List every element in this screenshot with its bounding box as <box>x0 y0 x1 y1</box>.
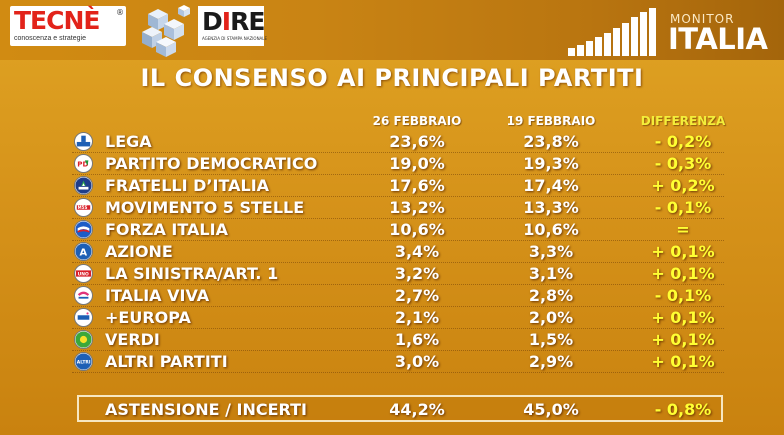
verdi-logo-icon <box>74 330 93 349</box>
italia-label: ITALIA <box>668 22 768 56</box>
value-19-febbraio: 1,5% <box>528 330 574 349</box>
dire-brand: DIRE <box>202 7 265 36</box>
altri-logo-icon: ALTRI <box>74 352 93 371</box>
pd-logo-icon: PD <box>74 154 93 173</box>
value-19-febbraio: 23,8% <box>523 132 579 151</box>
m5s-logo-text: M5S <box>78 205 88 210</box>
table-row-fratelli-ditalia: FRATELLI D’ITALIA 17,6% 17,4% + 0,2% <box>72 175 724 197</box>
value-19-febbraio: 2,0% <box>528 308 574 327</box>
party-name: +EUROPA <box>105 308 191 327</box>
dire-logo: DIRE AGENZIA DI STAMPA NAZIONALE <box>198 6 268 46</box>
value-differenza: + 0,1% <box>651 264 715 283</box>
value-differenza: + 0,1% <box>651 242 715 261</box>
value-differenza: - 0,3% <box>654 154 712 173</box>
astensione-box: ASTENSIONE / INCERTI 44,2% 45,0% - 0,8% <box>77 395 723 422</box>
value-19-febbraio: 3,1% <box>528 264 574 283</box>
value-differenza: + 0,1% <box>651 330 715 349</box>
value-differenza: - 0,2% <box>654 132 712 151</box>
table-row-lega: LEGA 23,6% 23,8% - 0,2% <box>72 131 724 153</box>
value-19-febbraio: 13,3% <box>523 198 579 217</box>
monitor-label: MONITOR <box>670 12 735 26</box>
value-differenza: - 0,1% <box>654 286 712 305</box>
dire-tagline: AGENZIA DI STAMPA NAZIONALE <box>202 36 268 41</box>
astensione-value-19-febbraio: 45,0% <box>523 400 579 419</box>
party-name: PARTITO DEMOCRATICO <box>105 154 318 173</box>
value-26-febbraio: 3,2% <box>394 264 440 283</box>
monitor-bars-icon <box>568 8 656 56</box>
table-row-azione: A AZIONE 3,4% 3,3% + 0,1% <box>72 241 724 263</box>
piu-europa-logo-icon <box>74 308 93 327</box>
pd-logo-text: PD <box>77 160 88 169</box>
party-name: LEGA <box>105 132 152 151</box>
sinistra-logo-icon: UNO <box>74 264 93 283</box>
value-19-febbraio: 3,3% <box>528 242 574 261</box>
table-row-piu-europa: +EUROPA 2,1% 2,0% + 0,1% <box>72 307 724 329</box>
table-row-verdi: VERDI 1,6% 1,5% + 0,1% <box>72 329 724 351</box>
azione-logo-text: A <box>79 248 87 259</box>
value-26-febbraio: 17,6% <box>389 176 445 195</box>
fdi-logo-icon <box>74 176 93 195</box>
cubes-graphic <box>142 5 190 57</box>
column-header-19-febbraio: 19 FEBBRAIO <box>506 114 596 128</box>
table-row-la-sinistra: UNO LA SINISTRA/ART. 1 3,2% 3,1% + 0,1% <box>72 263 724 285</box>
value-differenza: + 0,1% <box>651 308 715 327</box>
value-26-febbraio: 19,0% <box>389 154 445 173</box>
page-title: IL CONSENSO AI PRINCIPALI PARTITI <box>140 64 644 92</box>
value-26-febbraio: 13,2% <box>389 198 445 217</box>
value-19-febbraio: 2,9% <box>528 352 574 371</box>
astensione-value-26-febbraio: 44,2% <box>389 400 445 419</box>
party-name: ALTRI PARTITI <box>105 352 228 371</box>
value-differenza: + 0,2% <box>651 176 715 195</box>
value-differenza: - 0,1% <box>654 198 712 217</box>
value-26-febbraio: 3,4% <box>394 242 440 261</box>
column-header-26-febbraio: 26 FEBBRAIO <box>372 114 462 128</box>
value-differenza: + 0,1% <box>651 352 715 371</box>
party-name: LA SINISTRA/ART. 1 <box>105 264 279 283</box>
tecne-tagline: conoscenza e strategie <box>14 35 86 42</box>
table-row-movimento-5-stelle: M5S MOVIMENTO 5 STELLE 13,2% 13,3% - 0,1… <box>72 197 724 219</box>
m5s-logo-icon: M5S <box>74 198 93 217</box>
value-26-febbraio: 10,6% <box>389 220 445 239</box>
astensione-label: ASTENSIONE / INCERTI <box>105 400 308 419</box>
tecne-registered-mark: ® <box>116 8 124 17</box>
azione-logo-icon: A <box>74 242 93 261</box>
tecne-logo: TECNÈ ® conoscenza e strategie <box>10 6 126 46</box>
table-row-partito-democratico: PD PARTITO DEMOCRATICO 19,0% 19,3% - 0,3… <box>72 153 724 175</box>
value-differenza: = <box>676 220 690 239</box>
value-26-febbraio: 2,1% <box>394 308 440 327</box>
altri-logo-text: ALTRI <box>77 359 91 365</box>
italia-viva-logo-icon <box>74 286 93 305</box>
table-row-italia-viva: ITALIA VIVA 2,7% 2,8% - 0,1% <box>72 285 724 307</box>
party-name: VERDI <box>105 330 160 349</box>
value-19-febbraio: 19,3% <box>523 154 579 173</box>
party-name: AZIONE <box>105 242 173 261</box>
value-19-febbraio: 17,4% <box>523 176 579 195</box>
value-26-febbraio: 2,7% <box>394 286 440 305</box>
value-26-febbraio: 1,6% <box>394 330 440 349</box>
sinistra-logo-text: UNO <box>78 271 89 277</box>
table-row-forza-italia: FORZA ITALIA 10,6% 10,6% = <box>72 219 724 241</box>
party-name: ITALIA VIVA <box>105 286 210 305</box>
table-row-altri-partiti: ALTRI ALTRI PARTITI 3,0% 2,9% + 0,1% <box>72 351 724 373</box>
tecne-brand: TECNÈ <box>14 6 100 35</box>
lega-logo-icon <box>74 132 93 151</box>
value-19-febbraio: 10,6% <box>523 220 579 239</box>
party-name: MOVIMENTO 5 STELLE <box>105 198 305 217</box>
value-26-febbraio: 23,6% <box>389 132 445 151</box>
column-header-differenza: DIFFERENZA <box>640 114 726 128</box>
value-19-febbraio: 2,8% <box>528 286 574 305</box>
party-name: FRATELLI D’ITALIA <box>105 176 270 195</box>
forza-italia-logo-icon <box>74 220 93 239</box>
party-name: FORZA ITALIA <box>105 220 228 239</box>
value-26-febbraio: 3,0% <box>394 352 440 371</box>
astensione-value-differenza: - 0,8% <box>654 400 712 419</box>
